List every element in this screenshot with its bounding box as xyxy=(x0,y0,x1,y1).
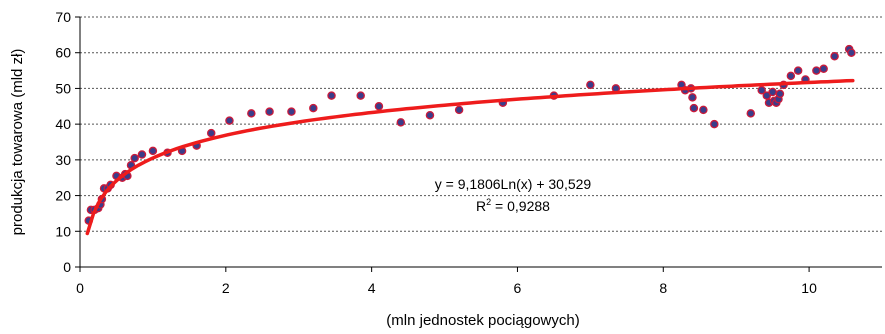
data-point xyxy=(374,102,384,111)
data-point xyxy=(148,146,158,156)
r-squared-value: = 0,9288 xyxy=(491,198,550,214)
r-squared-prefix: R xyxy=(476,198,486,214)
data-point xyxy=(309,103,318,113)
data-point xyxy=(746,109,756,118)
data-point xyxy=(265,107,274,116)
y-tick-label: 0 xyxy=(63,259,71,275)
x-tick-label: 2 xyxy=(222,280,230,296)
x-tick-label: 10 xyxy=(801,280,817,296)
x-axis-title: (mln jednostek pociągowych) xyxy=(386,312,579,329)
data-point xyxy=(688,93,697,102)
data-point xyxy=(454,105,464,115)
data-point xyxy=(206,128,216,138)
x-tick-label: 4 xyxy=(368,280,376,296)
data-point xyxy=(819,64,828,74)
r-squared-label: R2 = 0,9288 xyxy=(476,197,550,214)
data-point xyxy=(793,66,803,75)
data-point xyxy=(327,91,336,100)
data-point xyxy=(757,85,766,95)
data-markers xyxy=(84,44,856,225)
data-point xyxy=(710,119,719,129)
y-tick-label: 70 xyxy=(55,9,71,25)
data-point xyxy=(396,118,406,127)
y-tick-label: 20 xyxy=(55,188,71,204)
y-tick-labels: 0 10 20 30 40 50 60 70 xyxy=(55,9,71,275)
data-point xyxy=(699,105,708,115)
axes xyxy=(75,16,882,272)
data-point xyxy=(689,103,699,113)
data-point xyxy=(137,150,147,159)
r-squared-superscript: 2 xyxy=(486,197,491,207)
trendline xyxy=(85,78,855,236)
data-point xyxy=(130,153,139,163)
data-point xyxy=(847,48,856,57)
y-axis-title: produkcja towarowa (mld zł) xyxy=(9,49,26,236)
y-tick-label: 50 xyxy=(55,80,71,96)
data-point xyxy=(225,116,234,125)
data-point xyxy=(786,71,796,81)
x-tick-label: 0 xyxy=(76,280,84,296)
data-point xyxy=(775,89,785,99)
y-tick-label: 30 xyxy=(55,152,71,168)
data-point xyxy=(247,109,256,118)
y-tick-label: 10 xyxy=(55,223,71,239)
x-tick-label: 8 xyxy=(659,280,667,296)
data-point xyxy=(812,66,821,75)
data-point xyxy=(425,110,435,120)
y-tick-label: 60 xyxy=(55,45,71,61)
data-point xyxy=(830,52,839,61)
data-point xyxy=(586,80,595,90)
gridlines xyxy=(80,16,882,232)
data-point xyxy=(768,87,777,97)
data-point xyxy=(287,107,296,116)
x-tick-label: 6 xyxy=(514,280,522,296)
data-point xyxy=(356,91,365,100)
y-tick-label: 40 xyxy=(55,116,71,132)
trendline-equation: y = 9,1806Ln(x) + 30,529 xyxy=(435,176,592,192)
x-tick-labels: 0 2 4 6 8 10 xyxy=(76,280,817,296)
